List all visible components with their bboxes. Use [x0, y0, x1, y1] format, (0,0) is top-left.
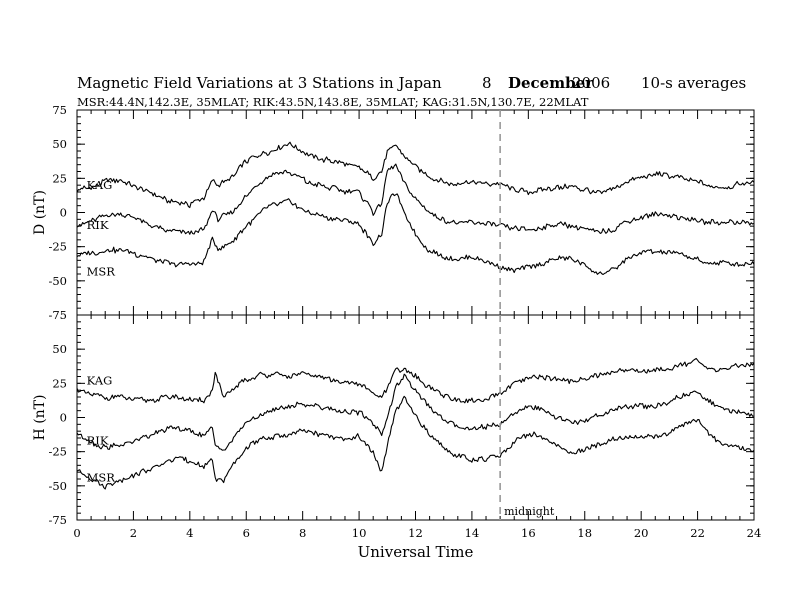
y-tick-label: 75	[52, 103, 67, 117]
x-tick-label: 8	[299, 526, 306, 540]
y-tick-label: -50	[48, 274, 67, 288]
figure-title: Magnetic Field Variations at 3 Stations …	[77, 74, 442, 92]
x-tick-label: 10	[352, 526, 367, 540]
title-year: 2006	[572, 74, 610, 92]
series-line-msr	[76, 193, 755, 276]
y-tick-label: -75	[48, 308, 67, 322]
x-tick-label: 18	[577, 526, 592, 540]
x-tick-label: 12	[408, 526, 423, 540]
y-tick-label: -50	[48, 479, 67, 493]
x-tick-label: 16	[521, 526, 536, 540]
x-tick-label: 24	[747, 526, 762, 540]
series-label-msr: MSR	[87, 264, 116, 278]
y-tick-label: 25	[52, 171, 67, 185]
y-tick-label: 25	[52, 376, 67, 390]
y-axis-label: D (nT)	[32, 190, 48, 235]
series-line-msr	[76, 395, 755, 490]
series-line-kag	[76, 141, 755, 209]
series-label-rik: RIK	[87, 434, 109, 448]
series-label-kag: KAG	[87, 178, 113, 192]
panel-frame	[76, 314, 755, 521]
x-tick-label: 6	[243, 526, 250, 540]
stations-line: MSR:44.4N,142.3E, 35MLAT; RIK:43.5N,143.…	[77, 95, 589, 109]
title-averages: 10-s averages	[641, 74, 746, 92]
title-month: December	[508, 74, 594, 92]
panel-declination: 75 50 25 0 -25 -50 -75 D (nT) KAG RIK MSR	[32, 103, 755, 322]
y-tick-label: 0	[60, 411, 67, 425]
y-tick-label: -25	[48, 445, 67, 459]
x-tick-label: 4	[186, 526, 193, 540]
x-tick-label: 14	[465, 526, 480, 540]
series-label-rik: RIK	[87, 218, 109, 232]
series-line-kag	[76, 357, 755, 404]
title-day: 8	[482, 74, 492, 92]
x-tick-label: 0	[73, 526, 80, 540]
series-line-rik	[76, 163, 755, 235]
x-axis-label: Universal Time	[358, 543, 474, 561]
y-axis-label: H (nT)	[32, 395, 48, 441]
x-tick-label: 20	[634, 526, 649, 540]
series-line-rik	[76, 373, 755, 451]
x-tick-label: 22	[690, 526, 705, 540]
x-tick-label: 2	[130, 526, 137, 540]
midnight-label: midnight	[504, 505, 555, 518]
y-tick-label: -25	[48, 240, 67, 254]
series-label-msr: MSR	[87, 471, 116, 485]
series-label-kag: KAG	[87, 374, 113, 388]
y-tick-label: 50	[52, 342, 67, 356]
y-tick-label: 0	[60, 206, 67, 220]
y-tick-label: 50	[52, 137, 67, 151]
y-tick-label: -75	[48, 513, 67, 527]
